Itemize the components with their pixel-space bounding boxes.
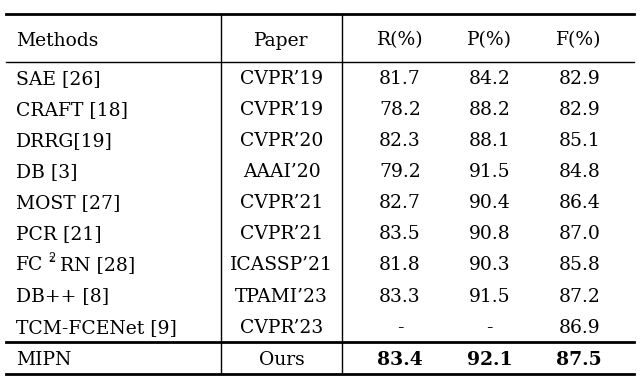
Text: 82.9: 82.9 (558, 101, 600, 119)
Text: 90.8: 90.8 (468, 225, 511, 243)
Text: 88.1: 88.1 (468, 132, 511, 150)
Text: CVPR’21: CVPR’21 (240, 225, 323, 243)
Text: 91.5: 91.5 (468, 288, 511, 306)
Text: 79.2: 79.2 (379, 163, 421, 181)
Text: SAE [26]: SAE [26] (16, 70, 100, 88)
Text: CRAFT [18]: CRAFT [18] (16, 101, 128, 119)
Text: ICASSP’21: ICASSP’21 (230, 256, 333, 274)
Text: 87.2: 87.2 (558, 288, 600, 306)
Text: TPAMI’23: TPAMI’23 (235, 288, 328, 306)
Text: 87.5: 87.5 (556, 350, 602, 369)
Text: 81.8: 81.8 (379, 256, 421, 274)
Text: 84.8: 84.8 (558, 163, 600, 181)
Text: 82.9: 82.9 (558, 70, 600, 88)
Text: Ours: Ours (259, 350, 305, 369)
Text: TCM-FCENet [9]: TCM-FCENet [9] (16, 318, 177, 337)
Text: 85.8: 85.8 (558, 256, 600, 274)
Text: 82.3: 82.3 (379, 132, 421, 150)
Text: 81.7: 81.7 (379, 70, 421, 88)
Text: 86.4: 86.4 (558, 194, 600, 212)
Text: 82.7: 82.7 (379, 194, 421, 212)
Text: ²: ² (49, 256, 54, 268)
Text: DB++ [8]: DB++ [8] (16, 288, 109, 306)
Text: -: - (486, 318, 493, 337)
Text: Methods: Methods (16, 32, 99, 49)
Text: -: - (397, 318, 403, 337)
Text: DB [3]: DB [3] (16, 163, 77, 181)
Text: 88.2: 88.2 (468, 101, 511, 119)
Text: CVPR’21: CVPR’21 (240, 194, 323, 212)
Text: 83.4: 83.4 (377, 350, 423, 369)
Text: MOST [27]: MOST [27] (16, 194, 120, 212)
Text: Paper: Paper (254, 32, 309, 49)
Text: CVPR’20: CVPR’20 (240, 132, 323, 150)
Text: DRRG[19]: DRRG[19] (16, 132, 113, 150)
Text: AAAI’20: AAAI’20 (243, 163, 321, 181)
Text: 91.5: 91.5 (468, 163, 511, 181)
Text: P(%): P(%) (467, 32, 512, 49)
Text: 90.3: 90.3 (468, 256, 511, 274)
Text: 83.5: 83.5 (379, 225, 421, 243)
Text: 86.9: 86.9 (558, 318, 600, 337)
Text: 83.3: 83.3 (379, 288, 421, 306)
Text: F(%): F(%) (556, 32, 602, 49)
Text: 84.2: 84.2 (468, 70, 511, 88)
Text: R(%): R(%) (377, 32, 423, 49)
Text: FC: FC (16, 256, 44, 274)
Text: 78.2: 78.2 (379, 101, 421, 119)
Text: RN [28]: RN [28] (60, 256, 135, 274)
Text: 85.1: 85.1 (558, 132, 600, 150)
Text: CVPR’19: CVPR’19 (240, 70, 323, 88)
Text: 92.1: 92.1 (467, 350, 513, 369)
Text: 90.4: 90.4 (468, 194, 511, 212)
Text: MIPN: MIPN (16, 350, 72, 369)
Text: 2: 2 (49, 252, 56, 265)
Text: PCR [21]: PCR [21] (16, 225, 102, 243)
Text: CVPR’23: CVPR’23 (240, 318, 323, 337)
Text: CVPR’19: CVPR’19 (240, 101, 323, 119)
Text: 87.0: 87.0 (558, 225, 600, 243)
